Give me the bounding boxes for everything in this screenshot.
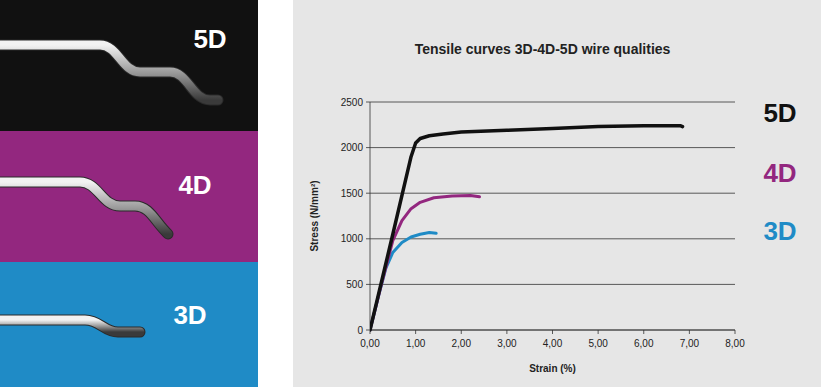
- sample-label: 4D: [178, 170, 211, 200]
- x-tick-label: 8,00: [725, 338, 745, 349]
- y-tick: [366, 330, 370, 331]
- x-tick-label: 3,00: [497, 338, 517, 349]
- x-axis-title: Strain (%): [529, 363, 576, 374]
- grid-line: [370, 193, 735, 194]
- x-tick: [643, 330, 644, 334]
- x-tick: [735, 330, 736, 334]
- y-tick: [366, 147, 370, 148]
- wire-shadow: [0, 45, 218, 100]
- y-axis: [370, 102, 371, 330]
- chart-root: 5D 4D 3D Tensile curves 3D-4D-5D wire quali…: [0, 0, 821, 387]
- y-tick-label: 1500: [341, 188, 364, 199]
- wire-sample: [0, 45, 218, 100]
- series-group: [370, 126, 683, 330]
- wire-shadow: [0, 320, 140, 332]
- sample-band: [0, 131, 258, 262]
- x-tick-label: 1,00: [406, 338, 426, 349]
- x-tick-label: 4,00: [543, 338, 563, 349]
- chart-title: Tensile curves 3D-4D-5D wire qualities: [415, 41, 671, 57]
- sample-label: 5D: [193, 24, 226, 54]
- y-tick: [366, 238, 370, 239]
- x-tick: [461, 330, 462, 334]
- x-tick-label: 5,00: [588, 338, 608, 349]
- grid-line: [370, 238, 735, 239]
- x-tick-label: 2,00: [452, 338, 472, 349]
- x-tick-label: 7,00: [680, 338, 700, 349]
- sample-label: 3D: [173, 300, 206, 330]
- y-tick-label: 1000: [341, 233, 364, 244]
- y-axis-title: Stress (N/mm²): [309, 180, 320, 251]
- x-tick: [415, 330, 416, 334]
- y-tick: [366, 102, 370, 103]
- y-tick-label: 2000: [341, 142, 364, 153]
- grid-line: [370, 102, 735, 103]
- legend-entry: 3D: [763, 216, 796, 246]
- x-tick: [689, 330, 690, 334]
- chart-background: [293, 0, 821, 387]
- grid-line: [370, 147, 735, 148]
- y-tick-label: 0: [357, 325, 363, 336]
- wire-sample: [0, 182, 168, 234]
- y-tick-label: 500: [346, 279, 363, 290]
- x-tick: [552, 330, 553, 334]
- y-tick: [366, 193, 370, 194]
- legend-entry: 5D: [763, 98, 796, 128]
- y-tick-label: 2500: [341, 97, 364, 108]
- y-tick: [366, 284, 370, 285]
- series-line: [370, 126, 683, 330]
- legend-entry: 4D: [763, 158, 796, 188]
- x-tick-label: 0,00: [360, 338, 380, 349]
- x-tick-label: 6,00: [634, 338, 654, 349]
- grid-line: [370, 284, 735, 285]
- x-tick: [506, 330, 507, 334]
- x-tick: [598, 330, 599, 334]
- wire-sample: [0, 320, 140, 332]
- wire-shadow: [0, 182, 168, 234]
